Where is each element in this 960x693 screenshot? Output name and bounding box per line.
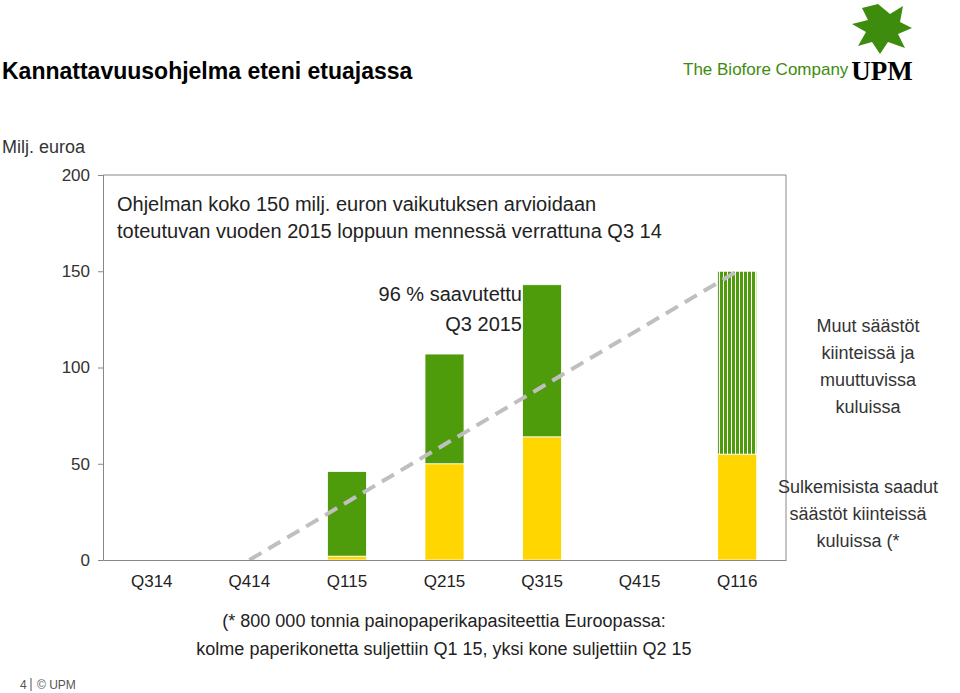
bar-series [327, 271, 756, 556]
y-tick: 150 [62, 262, 103, 281]
x-tick-label: Q115 [327, 572, 367, 591]
x-tick-label: Q314 [131, 572, 173, 591]
page-number: 4 [20, 678, 27, 692]
trend-line [249, 271, 737, 560]
y-tick-mark [98, 464, 103, 465]
logo-tagline: The Biofore Company [683, 60, 849, 79]
y-axis-title: Milj. euroa [2, 137, 86, 157]
x-axis: Q314 Q414 Q115 Q215 Q315 Q415 Q116 [104, 560, 787, 591]
x-tick: Q415 [619, 560, 661, 591]
x-tick-label: Q215 [424, 572, 466, 591]
bar [523, 437, 562, 560]
x-tick: Q215 [424, 560, 466, 591]
annotation-line: 96 % saavutettu [379, 283, 522, 305]
x-tick: Q116 [717, 560, 757, 591]
series-label: Sulkemisista saadut säästöt kiinteissä kul… [778, 477, 938, 551]
series-label-line: kiinteissä ja [821, 343, 915, 363]
series-label-line: Muut säästöt [816, 316, 919, 336]
footnote-line: kolme paperikonetta suljettiin Q1 15, yk… [196, 639, 691, 659]
y-tick: 200 [62, 166, 103, 185]
x-tick-label: Q116 [717, 572, 757, 591]
footnote-line: (* 800 000 tonnia painopaperikapasiteett… [222, 611, 665, 631]
logo-brand: UPM [851, 56, 912, 86]
series-label-line: kuluissa (* [816, 531, 899, 551]
logo-icon [852, 4, 912, 54]
y-tick: 0 [81, 551, 103, 570]
y-tick-label: 200 [62, 166, 90, 185]
y-tick: 100 [62, 358, 103, 377]
bar-series [327, 437, 756, 560]
y-tick-label: 100 [62, 358, 90, 377]
series-label: Muut säästöt kiinteissä ja muuttuvissa kulu… [816, 316, 919, 417]
bar [425, 464, 464, 560]
annotation-line: Q3 2015 [445, 313, 522, 335]
y-axis: 0 50 100 150 200 [62, 166, 104, 570]
bar [327, 556, 366, 560]
x-tick-label: Q315 [521, 572, 563, 591]
y-tick-mark [98, 560, 103, 561]
x-tick: Q115 [327, 560, 367, 591]
y-axis-line [98, 176, 104, 561]
x-tick-label: Q415 [619, 572, 661, 591]
copyright: © UPM [37, 678, 76, 692]
footer-divider [31, 678, 32, 691]
series-label-line: kuluissa [835, 397, 901, 417]
annotation-line: Ohjelman koko 150 milj. euron vaikutukse… [117, 193, 596, 215]
y-tick-mark [98, 368, 103, 369]
annotation-line: toteutuvan vuoden 2015 loppuun mennessä … [117, 220, 662, 242]
y-tick-label: 50 [71, 455, 90, 474]
frame-top [103, 175, 786, 176]
chart: Kannattavuusohjelma eteni etuajassa The B… [0, 0, 960, 693]
title: Kannattavuusohjelma eteni etuajassa [2, 58, 413, 84]
annotation: Ohjelman koko 150 milj. euron vaikutukse… [117, 193, 662, 242]
series-label-line: muuttuvissa [820, 370, 917, 390]
y-tick-mark [98, 175, 103, 176]
logo: The Biofore CompanyUPM [683, 4, 913, 86]
x-tick: Q315 [521, 560, 563, 591]
x-axis-line [104, 560, 787, 561]
y-tick: 50 [71, 455, 103, 474]
bar [327, 471, 366, 556]
y-tick-label: 0 [81, 551, 90, 570]
series-label-line: säästöt kiinteissä [789, 504, 927, 524]
x-tick: Q314 [131, 560, 173, 591]
footnote: (* 800 000 tonnia painopaperikapasiteett… [196, 611, 691, 659]
x-tick-label: Q414 [229, 572, 271, 591]
x-tick: Q414 [229, 560, 271, 591]
bar [718, 271, 757, 454]
bar [425, 354, 464, 464]
y-tick-label: 150 [62, 262, 90, 281]
annotation: 96 % saavutettu Q3 2015 [379, 283, 522, 335]
y-tick-mark [98, 271, 103, 272]
bar [718, 454, 757, 560]
plot-area [249, 271, 756, 560]
frame-right [786, 175, 787, 560]
series-label-line: Sulkemisista saadut [778, 477, 938, 497]
bar [523, 285, 562, 437]
